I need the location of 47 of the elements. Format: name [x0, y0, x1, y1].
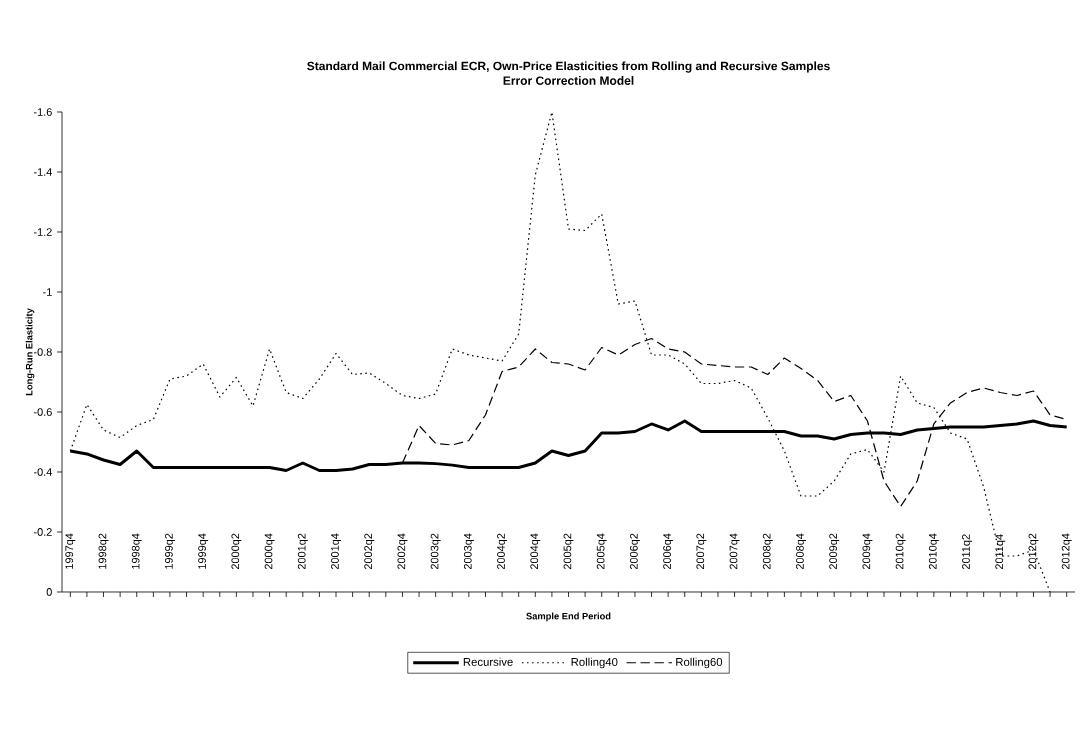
x-tick-label: 1999q2 [165, 533, 175, 569]
x-tick-label: 2007q4 [729, 533, 740, 570]
legend-label: Recursive [463, 657, 513, 666]
y-tick-label: -1.4 [33, 168, 52, 176]
y-tick-label: -1.6 [33, 108, 52, 116]
y-tick-label: -1 [43, 288, 52, 296]
x-tick-label: 1998q4 [131, 533, 142, 569]
x-axis-title: Sample End Period [526, 612, 611, 622]
chart-subtitle: Error Correction Model [503, 76, 634, 85]
x-tick-label: 2002q4 [397, 533, 408, 570]
x-tick-label: 2003q4 [463, 533, 474, 570]
legend-label: Rolling60 [676, 657, 723, 669]
x-tick-label: 1998q2 [98, 533, 109, 569]
x-tick-label: 2008q4 [796, 533, 806, 570]
x-tick-label: 2005q4 [596, 533, 607, 570]
chart-title: Standard Mail Commercial ECR, Own-Price Elasticities from Rolling and Recursive Samples [307, 61, 830, 73]
x-tick-label: 2001q4 [331, 533, 341, 570]
y-tick-label: -0.4 [33, 468, 52, 476]
x-tick-label: 2009q4 [862, 533, 873, 570]
x-tick-label: 2000q2 [231, 533, 242, 570]
x-tick-label: 2010q2 [895, 533, 906, 570]
x-tick-label: 2001q2 [297, 533, 308, 570]
x-tick-label: 2012q4 [1061, 533, 1072, 570]
x-tick-label: 2008q2 [762, 533, 773, 570]
x-tick-label: 2010q4 [928, 533, 939, 570]
y-tick-label: -0.6 [33, 408, 52, 416]
x-tick-label: 2011q4 [995, 534, 1006, 570]
x-tick-label: 2002q2 [364, 533, 375, 570]
x-tick-label: 1997q4 [65, 533, 76, 569]
x-tick-label: 2007q2 [696, 533, 707, 570]
y-tick-label: -1.2 [33, 228, 52, 236]
x-tick-label: 2012q2 [1028, 533, 1039, 570]
legend-label: Rolling40 [571, 657, 618, 669]
x-tick-label: 2000q4 [264, 533, 275, 570]
x-tick-label: 2003q2 [430, 533, 441, 570]
y-tick-label: 0 [46, 588, 52, 596]
x-tick-label: 2006q2 [629, 533, 640, 570]
y-tick-label: -0.8 [33, 348, 52, 356]
x-tick-label: 2011q2 [962, 534, 973, 570]
y-tick-label: -0.2 [33, 528, 52, 536]
x-tick-label: 2005q2 [563, 533, 574, 570]
y-axis-title: Long-Run Elasticity [25, 308, 35, 396]
x-tick-label: 2006q4 [663, 533, 674, 570]
x-tick-label: 1999q4 [198, 533, 209, 569]
x-tick-label: 2004q4 [530, 533, 541, 570]
x-tick-label: 2009q2 [829, 533, 840, 570]
x-tick-label: 2004q2 [497, 533, 508, 570]
